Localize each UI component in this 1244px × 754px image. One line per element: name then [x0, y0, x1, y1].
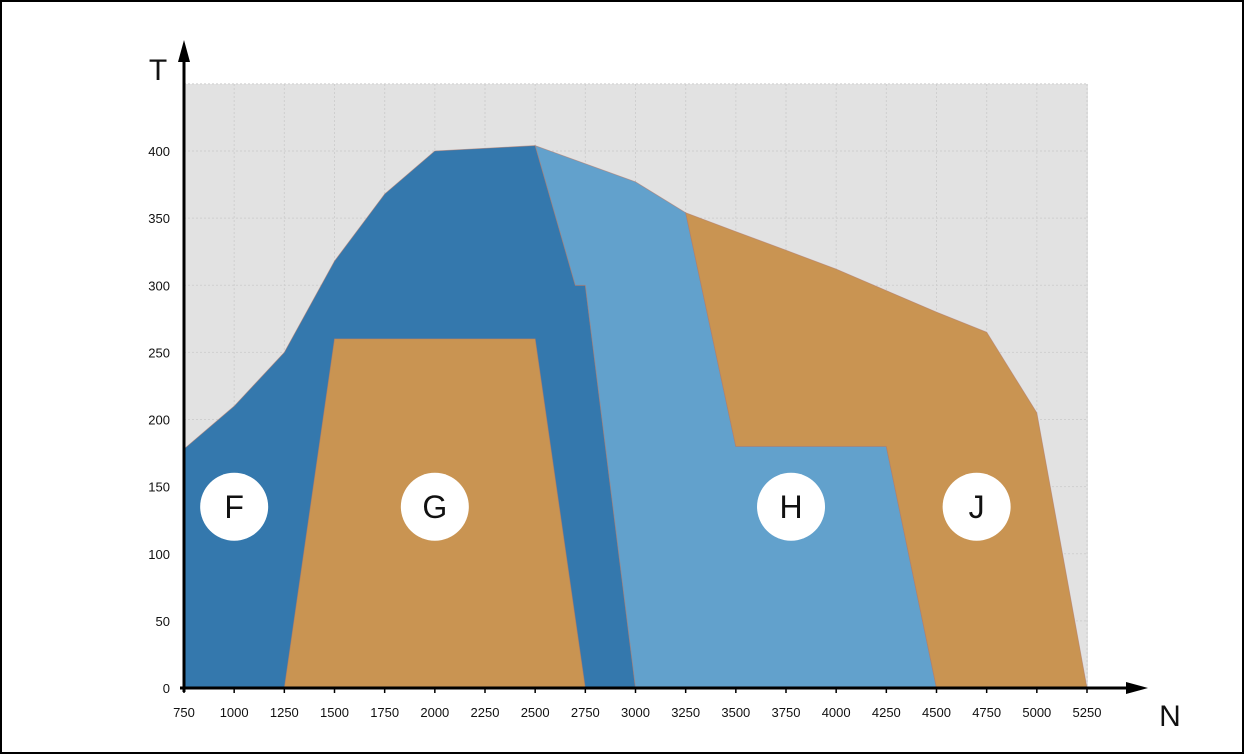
x-tick-label: 4250	[872, 705, 901, 720]
x-tick-label: 3750	[772, 705, 801, 720]
region-j	[685, 212, 1088, 689]
y-axis-arrow-icon	[178, 40, 190, 62]
y-tick-label: 400	[148, 144, 170, 159]
y-tick-label: 350	[148, 211, 170, 226]
region-label-j: J	[969, 489, 985, 525]
y-tick-label: 250	[148, 345, 170, 360]
x-tick-label: 4750	[972, 705, 1001, 720]
y-axis-label: T	[149, 54, 167, 87]
y-tick-label: 100	[148, 547, 170, 562]
y-tick-label: 200	[148, 413, 170, 428]
x-tick-label: 1500	[320, 705, 349, 720]
x-tick-label: 4000	[822, 705, 851, 720]
x-tick-label: 750	[173, 705, 195, 720]
x-axis-label: N	[1159, 700, 1181, 733]
x-tick-label: 5000	[1022, 705, 1051, 720]
x-tick-label: 2750	[571, 705, 600, 720]
x-tick-label: 2000	[420, 705, 449, 720]
x-tick-label: 2250	[471, 705, 500, 720]
region-label-circle-g	[400, 472, 469, 541]
region-label-circle-h	[757, 472, 826, 541]
region-label-h: H	[779, 489, 802, 525]
x-tick-label: 4500	[922, 705, 951, 720]
x-tick-label: 2500	[521, 705, 550, 720]
x-tick-label: 3000	[621, 705, 650, 720]
x-tick-label: 1250	[270, 705, 299, 720]
region-label-f: F	[224, 489, 244, 525]
x-tick-label: 3500	[721, 705, 750, 720]
x-tick-label: 3250	[671, 705, 700, 720]
x-axis-arrow-icon	[1126, 682, 1148, 694]
x-tick-label: 1750	[370, 705, 399, 720]
region-label-circle-j	[942, 472, 1011, 541]
region-label-circle-f	[200, 472, 269, 541]
tick-labels: 750 1000 1250 1500 1750 2000 2250 2500 2750 3000 3…	[148, 144, 1101, 720]
region-label-g: G	[422, 489, 447, 525]
y-tick-label: 50	[156, 614, 170, 629]
axes	[178, 40, 1148, 694]
y-tick-label: 150	[148, 480, 170, 495]
x-tick-label: 5250	[1073, 705, 1102, 720]
x-tick-label: 1000	[220, 705, 249, 720]
y-tick-label: 0	[163, 681, 170, 696]
y-tick-label: 300	[148, 278, 170, 293]
